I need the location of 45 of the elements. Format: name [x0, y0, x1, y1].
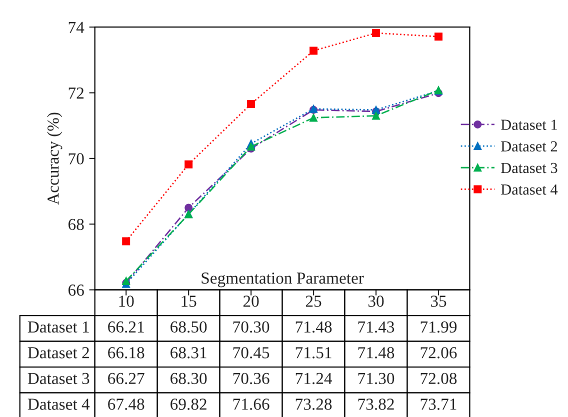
- data-label: 72.08: [420, 372, 457, 384]
- y-tick-label: 74: [68, 22, 84, 33]
- data-label: 66.21: [108, 321, 144, 333]
- data-label: 71.66: [233, 398, 270, 410]
- data-label: 72.06: [420, 347, 457, 358]
- y-axis-title: Accuracy (%): [47, 112, 62, 205]
- x-tick-label: 15: [182, 296, 196, 307]
- data-label: 71.43: [358, 321, 394, 333]
- text: Dataset 1: [28, 321, 89, 333]
- data-label: 73.71: [420, 398, 456, 410]
- x-tick-label: 20: [243, 296, 259, 307]
- y-tick-label: 70: [68, 153, 84, 164]
- data-label: 73.28: [296, 398, 332, 410]
- data-label: 68.50: [170, 321, 207, 333]
- data-label: 66.27: [108, 372, 144, 384]
- y-tick-label: 66: [68, 284, 84, 296]
- data-label: 71.30: [358, 372, 394, 384]
- data-label: 67.48: [108, 398, 144, 410]
- legend-label: Dataset 1: [501, 120, 557, 130]
- text: Dataset 4: [28, 398, 90, 410]
- legend-label: Dataset 2: [501, 141, 557, 152]
- legend-label: Dataset 4: [501, 184, 558, 195]
- y-tick-label: 68: [68, 218, 84, 230]
- data-label: 66.18: [108, 347, 144, 358]
- x-tick-label: 25: [306, 296, 322, 307]
- data-label: 71.48: [358, 347, 394, 358]
- data-label: 68.31: [170, 347, 206, 358]
- data-label: 68.30: [170, 372, 207, 384]
- data-label: 69.82: [170, 398, 206, 410]
- data-label: 71.24: [296, 372, 332, 384]
- legend-label: Dataset 3: [501, 162, 558, 174]
- y-tick-label: 72: [68, 88, 84, 99]
- data-label: 73.82: [358, 398, 394, 410]
- data-label: 71.48: [296, 321, 332, 333]
- data-label: 71.51: [296, 347, 332, 358]
- text: Dataset 3: [28, 372, 90, 384]
- data-label: 70.36: [233, 372, 270, 384]
- data-label: 70.30: [233, 321, 270, 333]
- text: Dataset 2: [28, 347, 89, 358]
- x-tick-label: 30: [368, 296, 384, 307]
- x-axis-title: Segmentation Parameter: [202, 272, 364, 288]
- x-tick-label: 35: [430, 296, 446, 307]
- data-label: 70.45: [233, 347, 270, 358]
- x-tick-label: 10: [119, 296, 134, 307]
- data-label: 71.99: [420, 321, 457, 333]
